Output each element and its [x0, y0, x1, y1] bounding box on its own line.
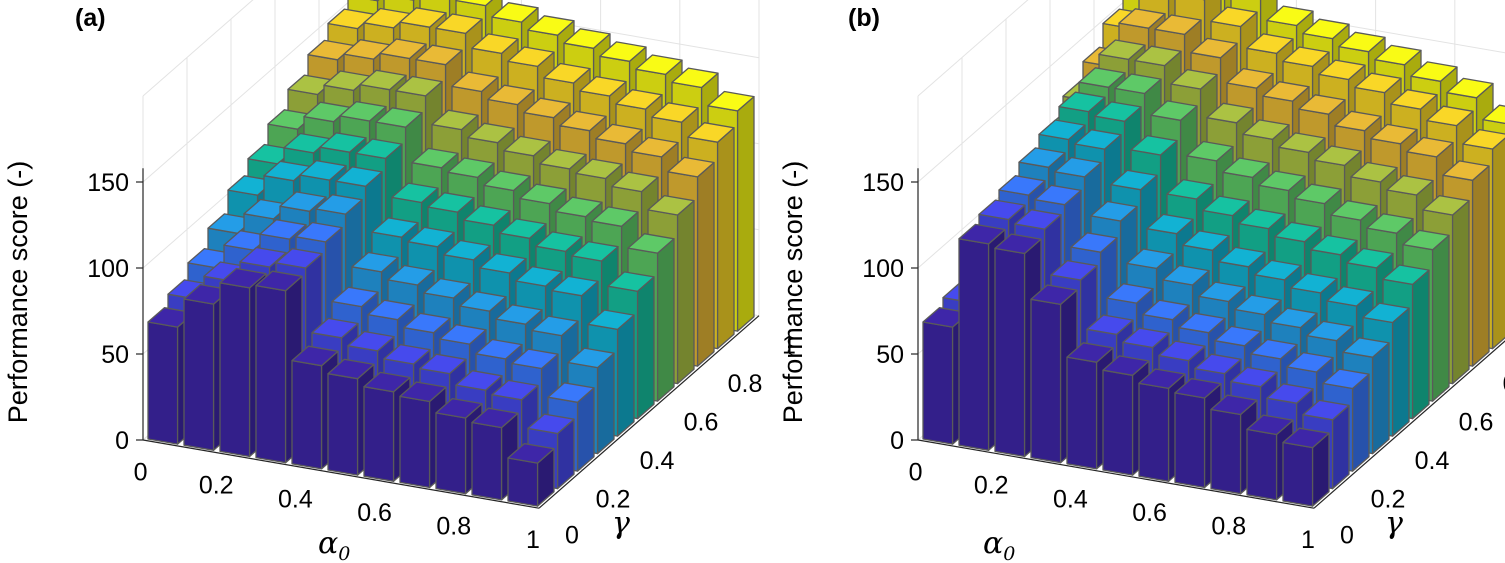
z-axis-label: Performance score (-) — [778, 161, 808, 424]
z-tick-label: 150 — [862, 169, 904, 197]
y-tick-label: 0.2 — [1371, 486, 1406, 514]
y-tick-label: 1 — [782, 332, 796, 360]
y-tick-label: 0.8 — [1503, 370, 1505, 398]
y-tick-label: 0.6 — [1459, 409, 1494, 437]
bar-grid — [922, 0, 1505, 507]
x-tick-label: 0.6 — [357, 499, 392, 527]
axis-line — [538, 315, 760, 509]
panel-b: (b) 05010015000.20.40.60.8100.20.40.60.8… — [778, 0, 1505, 563]
x-tick-label: 0.4 — [278, 485, 313, 513]
y-axis-label: γ — [1385, 506, 1403, 541]
y-tick-label: 0.4 — [1415, 447, 1450, 475]
bar-3d — [471, 407, 519, 501]
x-axis-label: α0 — [983, 526, 1015, 563]
y-tick-label: 0.6 — [684, 409, 719, 437]
y-tick-label: 0.4 — [640, 447, 675, 475]
x-tick-label: 0.8 — [436, 513, 471, 541]
bar-3d — [1282, 427, 1330, 507]
z-tick-label: 50 — [101, 341, 129, 369]
y-tick-label: 0 — [1340, 522, 1354, 550]
bar-grid — [147, 0, 755, 507]
grid-line — [142, 0, 254, 97]
z-axis-label: Performance score (-) — [3, 161, 33, 424]
grid-line — [142, 0, 760, 183]
y-tick-label: 0.2 — [596, 486, 631, 514]
x-tick-label: 0 — [134, 459, 148, 487]
x-tick-label: 0.4 — [1053, 485, 1088, 513]
x-tick-label: 0.2 — [199, 472, 234, 500]
y-tick-label: 0 — [565, 522, 579, 550]
z-tick-label: 0 — [890, 427, 904, 455]
y-tick-label: 0.8 — [728, 370, 763, 398]
z-tick-label: 150 — [87, 169, 129, 197]
axis-line — [142, 439, 540, 509]
axis-line — [1313, 340, 1505, 509]
x-axis-label: α0 — [318, 526, 350, 563]
panel-label: (a) — [75, 4, 106, 32]
axis-line — [917, 439, 1315, 509]
x-tick-label: 1 — [526, 526, 540, 554]
panel-label: (b) — [848, 4, 880, 32]
y-axis-label: γ — [612, 506, 630, 541]
z-tick-label: 0 — [115, 427, 129, 455]
grid-line — [917, 0, 1029, 97]
bar-3d — [507, 442, 555, 507]
x-tick-label: 0 — [909, 459, 923, 487]
x-tick-label: 1 — [1301, 526, 1315, 554]
x-tick-label: 0.8 — [1211, 513, 1246, 541]
x-tick-label: 0.6 — [1132, 499, 1167, 527]
x-tick-label: 0.2 — [974, 472, 1009, 500]
z-tick-label: 50 — [876, 341, 904, 369]
grid-line — [917, 0, 1505, 183]
z-tick-label: 100 — [862, 255, 904, 283]
z-tick-label: 100 — [87, 255, 129, 283]
